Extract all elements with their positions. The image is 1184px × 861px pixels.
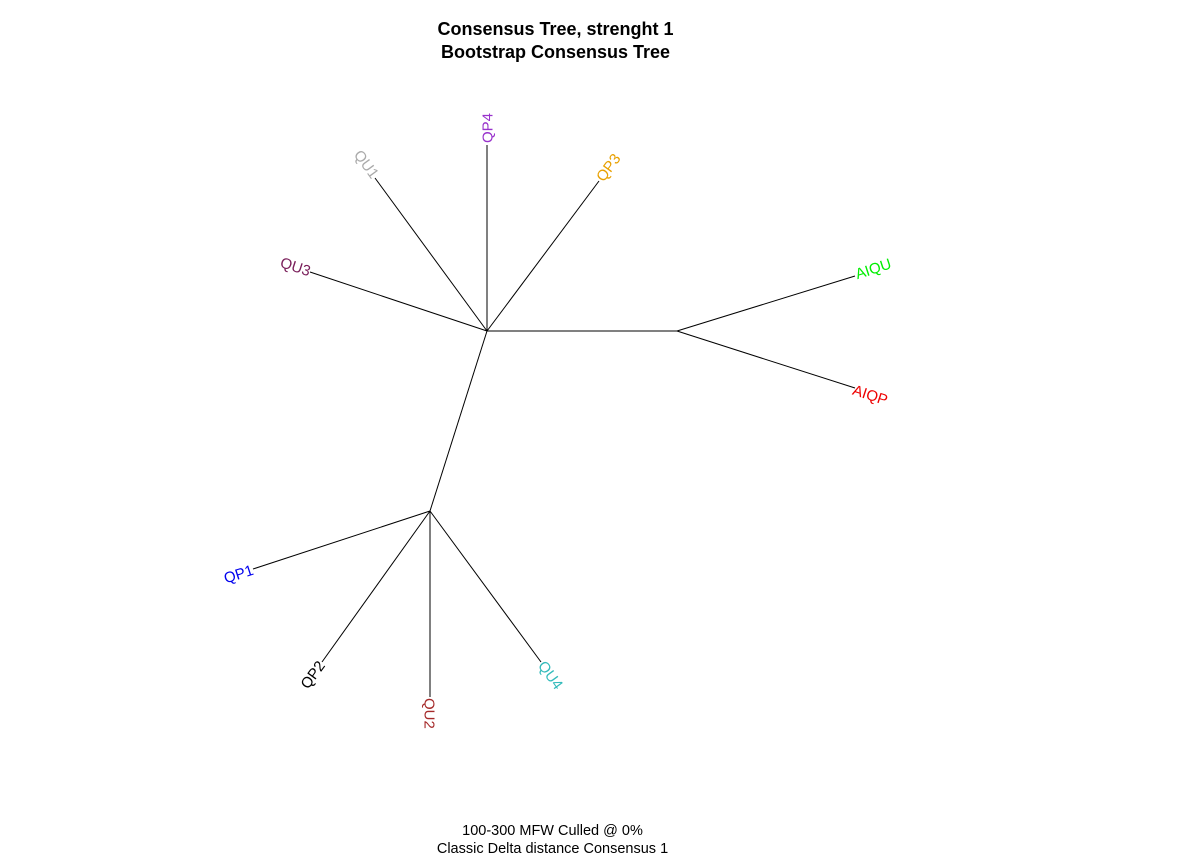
title-block: Consensus Tree, strenght 1 Bootstrap Con… — [0, 18, 1111, 64]
branch-ai-node-aiqp — [676, 330, 856, 389]
tip-label-qp1: QP1 — [222, 562, 256, 587]
tip-label-qu4: QU4 — [534, 658, 566, 693]
tree-tip-labels: QP4 QP3 QU1 QU3 AIQU AIQP QP1 QP2 QU2 QU… — [222, 113, 894, 729]
branch-q-node-qp1 — [252, 510, 431, 570]
tip-label-aiqu: AIQU — [853, 256, 893, 284]
tip-label-qu1: QU1 — [350, 147, 382, 182]
branch-root-q-node — [429, 330, 488, 512]
chart-subtitle: Bootstrap Consensus Tree — [440, 42, 671, 62]
branch-q-node-qu4 — [429, 510, 542, 663]
branch-root-qu1 — [374, 177, 488, 332]
footer-mfw-info: 100-300 MFW Culled @ 0% — [462, 823, 643, 839]
branch-root-qu3 — [309, 271, 488, 332]
branch-ai-node-aiqu — [676, 275, 856, 332]
chart-title: Consensus Tree, strenght 1 — [437, 19, 674, 39]
tip-label-qp2: QP2 — [297, 658, 328, 692]
branch-q-node-qp2 — [321, 510, 431, 663]
tree-branches — [252, 145, 856, 697]
footer-block: 100-300 MFW Culled @ 0% Classic Delta di… — [0, 822, 1105, 858]
tip-label-qu3: QU3 — [278, 254, 313, 280]
tip-label-qu2: QU2 — [421, 698, 438, 729]
tip-label-qp4: QP4 — [480, 113, 497, 143]
tip-label-qp3: QP3 — [593, 151, 624, 185]
footer-distance-info: Classic Delta distance Consensus 1 — [436, 841, 669, 857]
tip-label-aiqp: AIQP — [850, 382, 889, 409]
branch-root-qp3 — [486, 180, 600, 332]
